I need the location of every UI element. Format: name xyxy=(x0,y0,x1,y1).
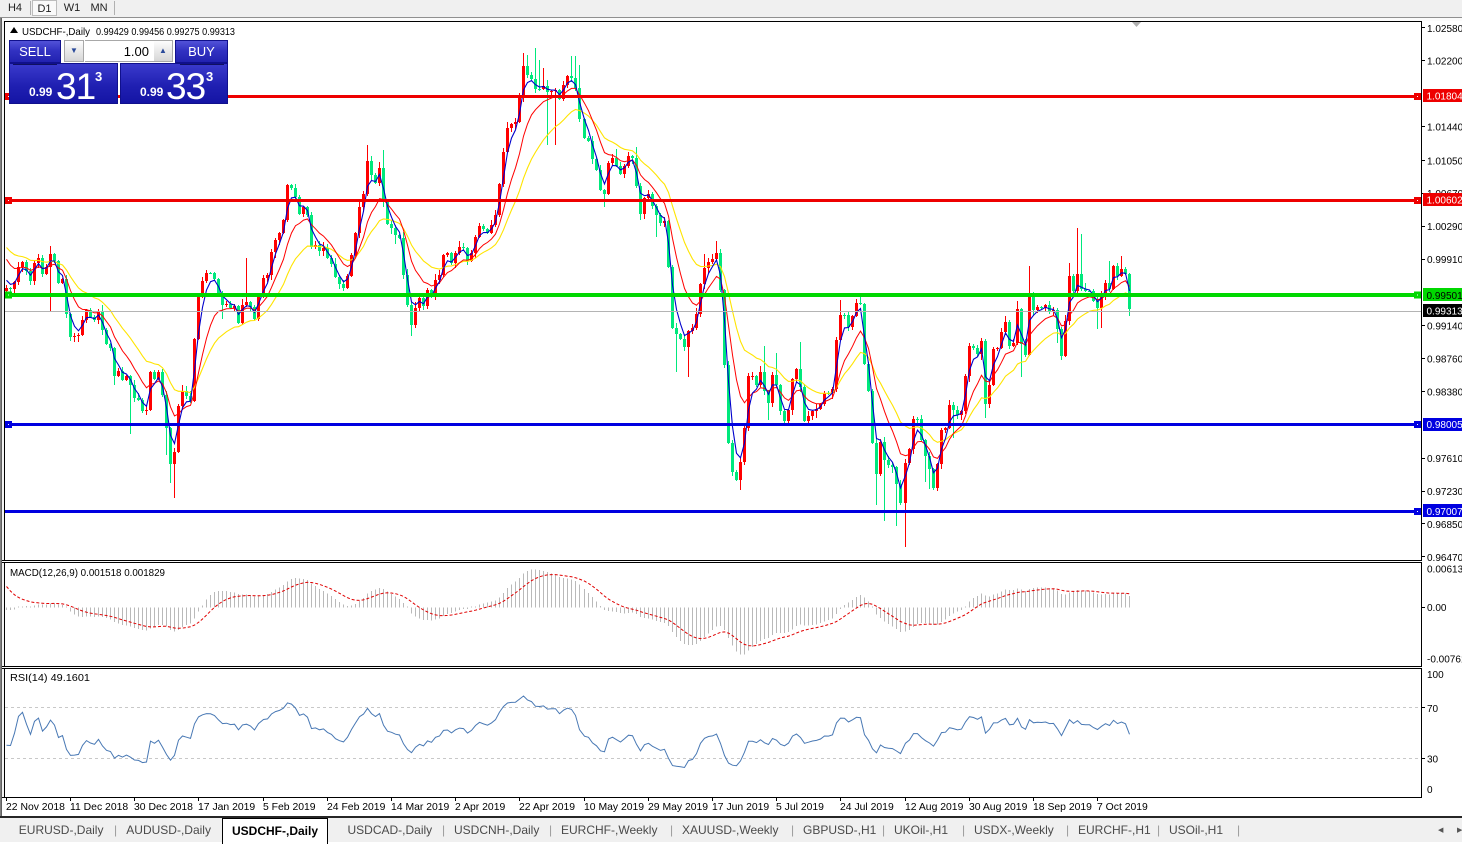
svg-text:0.97610: 0.97610 xyxy=(1427,454,1462,465)
svg-text:0.99429 0.99456 0.99275 0.9931: 0.99429 0.99456 0.99275 0.99313 xyxy=(96,27,235,38)
svg-text:1.01804: 1.01804 xyxy=(1427,91,1462,102)
svg-text:0.99501: 0.99501 xyxy=(1427,291,1462,302)
svg-text:2 Apr 2019: 2 Apr 2019 xyxy=(455,802,505,813)
svg-text:14 Mar 2019: 14 Mar 2019 xyxy=(391,802,450,813)
svg-text:0.99140: 0.99140 xyxy=(1427,322,1462,333)
svg-text:1.02200: 1.02200 xyxy=(1427,57,1462,68)
svg-text:0.99313: 0.99313 xyxy=(1427,307,1462,318)
svg-text:0.97230: 0.97230 xyxy=(1427,487,1462,498)
svg-text:11 Dec 2018: 11 Dec 2018 xyxy=(70,802,128,813)
svg-text:0.97007: 0.97007 xyxy=(1427,507,1462,518)
svg-text:1.00290: 1.00290 xyxy=(1427,222,1462,233)
svg-text:30 Dec 2018: 30 Dec 2018 xyxy=(134,802,193,813)
svg-text:12 Aug 2019: 12 Aug 2019 xyxy=(905,802,964,813)
svg-text:0: 0 xyxy=(1427,785,1433,796)
svg-text:0.98005: 0.98005 xyxy=(1427,420,1462,431)
svg-text:0.96850: 0.96850 xyxy=(1427,520,1462,531)
svg-text:18 Sep 2019: 18 Sep 2019 xyxy=(1033,802,1092,813)
svg-text:22 Nov 2018: 22 Nov 2018 xyxy=(6,802,65,813)
svg-text:17 Jun 2019: 17 Jun 2019 xyxy=(712,802,769,813)
svg-text:0.99910: 0.99910 xyxy=(1427,255,1462,266)
svg-text:0.00: 0.00 xyxy=(1427,603,1447,614)
svg-text:USDCHF-,Daily: USDCHF-,Daily xyxy=(22,27,91,38)
svg-text:100: 100 xyxy=(1427,670,1444,681)
svg-text:1.01440: 1.01440 xyxy=(1427,123,1462,134)
svg-text:1.02580: 1.02580 xyxy=(1427,24,1462,35)
svg-text:5 Feb 2019: 5 Feb 2019 xyxy=(263,802,316,813)
svg-text:7 Oct 2019: 7 Oct 2019 xyxy=(1097,802,1148,813)
svg-text:5 Jul 2019: 5 Jul 2019 xyxy=(776,802,824,813)
svg-text:30 Aug 2019: 30 Aug 2019 xyxy=(969,802,1028,813)
svg-text:10 May 2019: 10 May 2019 xyxy=(584,802,644,813)
svg-text:1.00602: 1.00602 xyxy=(1427,195,1462,206)
svg-text:RSI(14) 49.1601: RSI(14) 49.1601 xyxy=(10,673,90,684)
svg-text:22 Apr 2019: 22 Apr 2019 xyxy=(519,802,575,813)
svg-text:MACD(12,26,9) 0.001518 0.00182: MACD(12,26,9) 0.001518 0.001829 xyxy=(10,568,165,579)
svg-text:1.01050: 1.01050 xyxy=(1427,156,1462,167)
svg-text:17 Jan 2019: 17 Jan 2019 xyxy=(198,802,255,813)
svg-text:70: 70 xyxy=(1427,704,1439,715)
svg-text:0.00613: 0.00613 xyxy=(1427,565,1462,576)
svg-text:0.98760: 0.98760 xyxy=(1427,355,1462,366)
svg-text:30: 30 xyxy=(1427,755,1439,766)
svg-text:24 Feb 2019: 24 Feb 2019 xyxy=(327,802,386,813)
svg-text:24 Jul 2019: 24 Jul 2019 xyxy=(840,802,894,813)
svg-text:29 May 2019: 29 May 2019 xyxy=(648,802,708,813)
svg-text:0.96470: 0.96470 xyxy=(1427,553,1462,564)
svg-text:0.98380: 0.98380 xyxy=(1427,388,1462,399)
